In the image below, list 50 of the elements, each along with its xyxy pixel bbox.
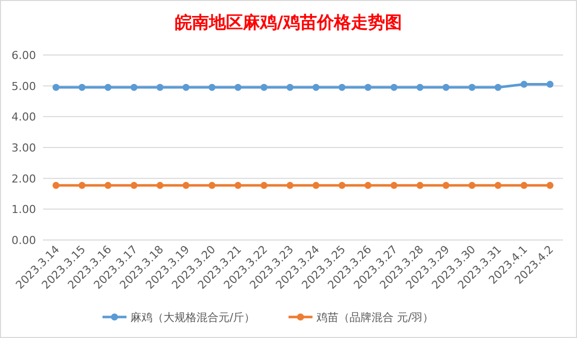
point <box>364 182 372 189</box>
point <box>494 182 502 189</box>
legend-label: 鸡苗（品牌混合 元/羽） <box>316 311 434 324</box>
point <box>234 182 242 189</box>
y-tick-label: 3.00 <box>12 142 36 154</box>
point <box>130 182 138 189</box>
y-tick-label: 2.00 <box>12 172 36 186</box>
point <box>312 84 320 91</box>
point <box>104 84 112 91</box>
point <box>312 182 320 189</box>
y-tick-label: 1.00 <box>12 203 36 216</box>
point <box>494 84 502 91</box>
point <box>520 182 528 189</box>
point <box>338 182 346 189</box>
point <box>78 182 86 189</box>
point <box>234 84 242 91</box>
point <box>52 182 60 189</box>
point <box>416 84 424 91</box>
point <box>78 84 86 91</box>
point <box>364 84 372 91</box>
point <box>182 84 190 91</box>
legend-label: 麻鸡（大规格混合元/斤） <box>130 311 256 324</box>
point <box>130 84 138 91</box>
point <box>260 84 268 91</box>
point <box>546 80 554 88</box>
point <box>208 182 216 189</box>
point <box>260 182 268 189</box>
point <box>104 182 112 189</box>
point <box>286 84 294 91</box>
chart-title: 皖南地区麻鸡/鸡苗价格走势图 <box>174 13 402 33</box>
point <box>286 182 294 189</box>
y-tick-label: 5.00 <box>12 80 36 93</box>
point <box>182 182 190 189</box>
point <box>390 84 398 91</box>
point <box>52 84 60 91</box>
y-tick-label: 4.00 <box>12 110 36 124</box>
point <box>520 80 528 88</box>
y-tick-label: 0.00 <box>12 234 36 247</box>
point <box>156 182 164 189</box>
point <box>390 182 398 189</box>
point <box>338 84 346 91</box>
point <box>546 182 554 189</box>
point <box>442 84 450 91</box>
point <box>208 84 216 91</box>
point <box>468 182 476 189</box>
point <box>416 182 424 189</box>
point <box>468 84 476 91</box>
y-tick-label: 6.00 <box>12 49 36 62</box>
point <box>442 182 450 189</box>
point <box>156 84 164 91</box>
